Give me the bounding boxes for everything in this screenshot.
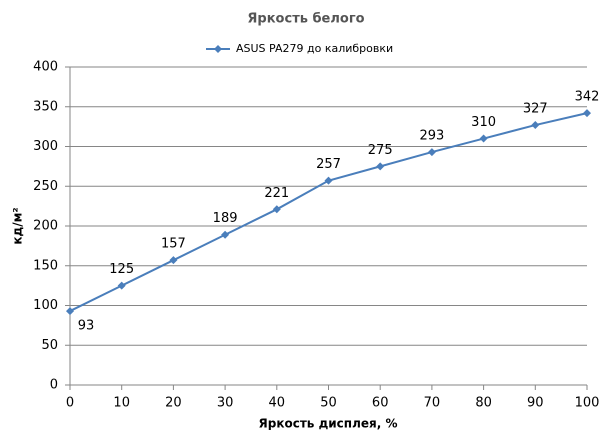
x-tick-label: 100 xyxy=(575,396,600,411)
data-label: 157 xyxy=(161,237,186,252)
data-label: 257 xyxy=(316,157,341,172)
x-tick-label: 10 xyxy=(113,396,130,411)
data-label: 342 xyxy=(575,90,600,105)
y-tick-label: 400 xyxy=(33,60,58,75)
chart-title: Яркость белого xyxy=(247,12,364,27)
x-tick-label: 90 xyxy=(527,396,544,411)
x-tick-label: 30 xyxy=(217,396,234,411)
y-tick-label: 0 xyxy=(50,378,58,393)
y-tick-label: 250 xyxy=(33,179,58,194)
y-tick-label: 100 xyxy=(33,298,58,313)
marker xyxy=(479,134,488,143)
x-tick-label: 70 xyxy=(424,396,441,411)
x-tick-label: 20 xyxy=(165,396,182,411)
data-label: 221 xyxy=(264,186,289,201)
line xyxy=(69,112,588,312)
marker xyxy=(376,162,385,171)
x-axis-label: Яркость дисплея, % xyxy=(259,417,398,431)
marker xyxy=(272,205,281,214)
marker xyxy=(427,148,436,157)
marker xyxy=(221,230,230,239)
y-tick-label: 350 xyxy=(33,99,58,114)
x-tick-label: 60 xyxy=(372,396,389,411)
data-label: 293 xyxy=(419,129,444,144)
data-label: 327 xyxy=(523,102,548,117)
marker xyxy=(169,256,178,265)
x-tick-label: 40 xyxy=(269,396,286,411)
data-label: 93 xyxy=(78,319,95,334)
y-tick-label: 300 xyxy=(33,139,58,154)
x-tick-label: 0 xyxy=(66,396,74,411)
y-tick-label: 50 xyxy=(41,338,58,353)
y-tick-label: 150 xyxy=(33,258,58,273)
y-axis-label: кд/м² xyxy=(11,207,25,244)
x-tick-label: 80 xyxy=(475,396,492,411)
marker xyxy=(531,121,540,130)
y-tick-label: 200 xyxy=(33,219,58,234)
marker xyxy=(324,176,333,185)
marker xyxy=(583,109,591,118)
marker xyxy=(66,307,74,316)
x-tick-label: 50 xyxy=(320,396,337,411)
marker xyxy=(117,281,126,290)
legend-marker xyxy=(214,45,222,53)
data-label: 275 xyxy=(368,143,393,158)
data-label: 125 xyxy=(109,262,134,277)
legend-label: ASUS PA279 до калибровки xyxy=(236,42,393,55)
data-label: 189 xyxy=(213,211,238,226)
data-label: 310 xyxy=(471,115,496,130)
